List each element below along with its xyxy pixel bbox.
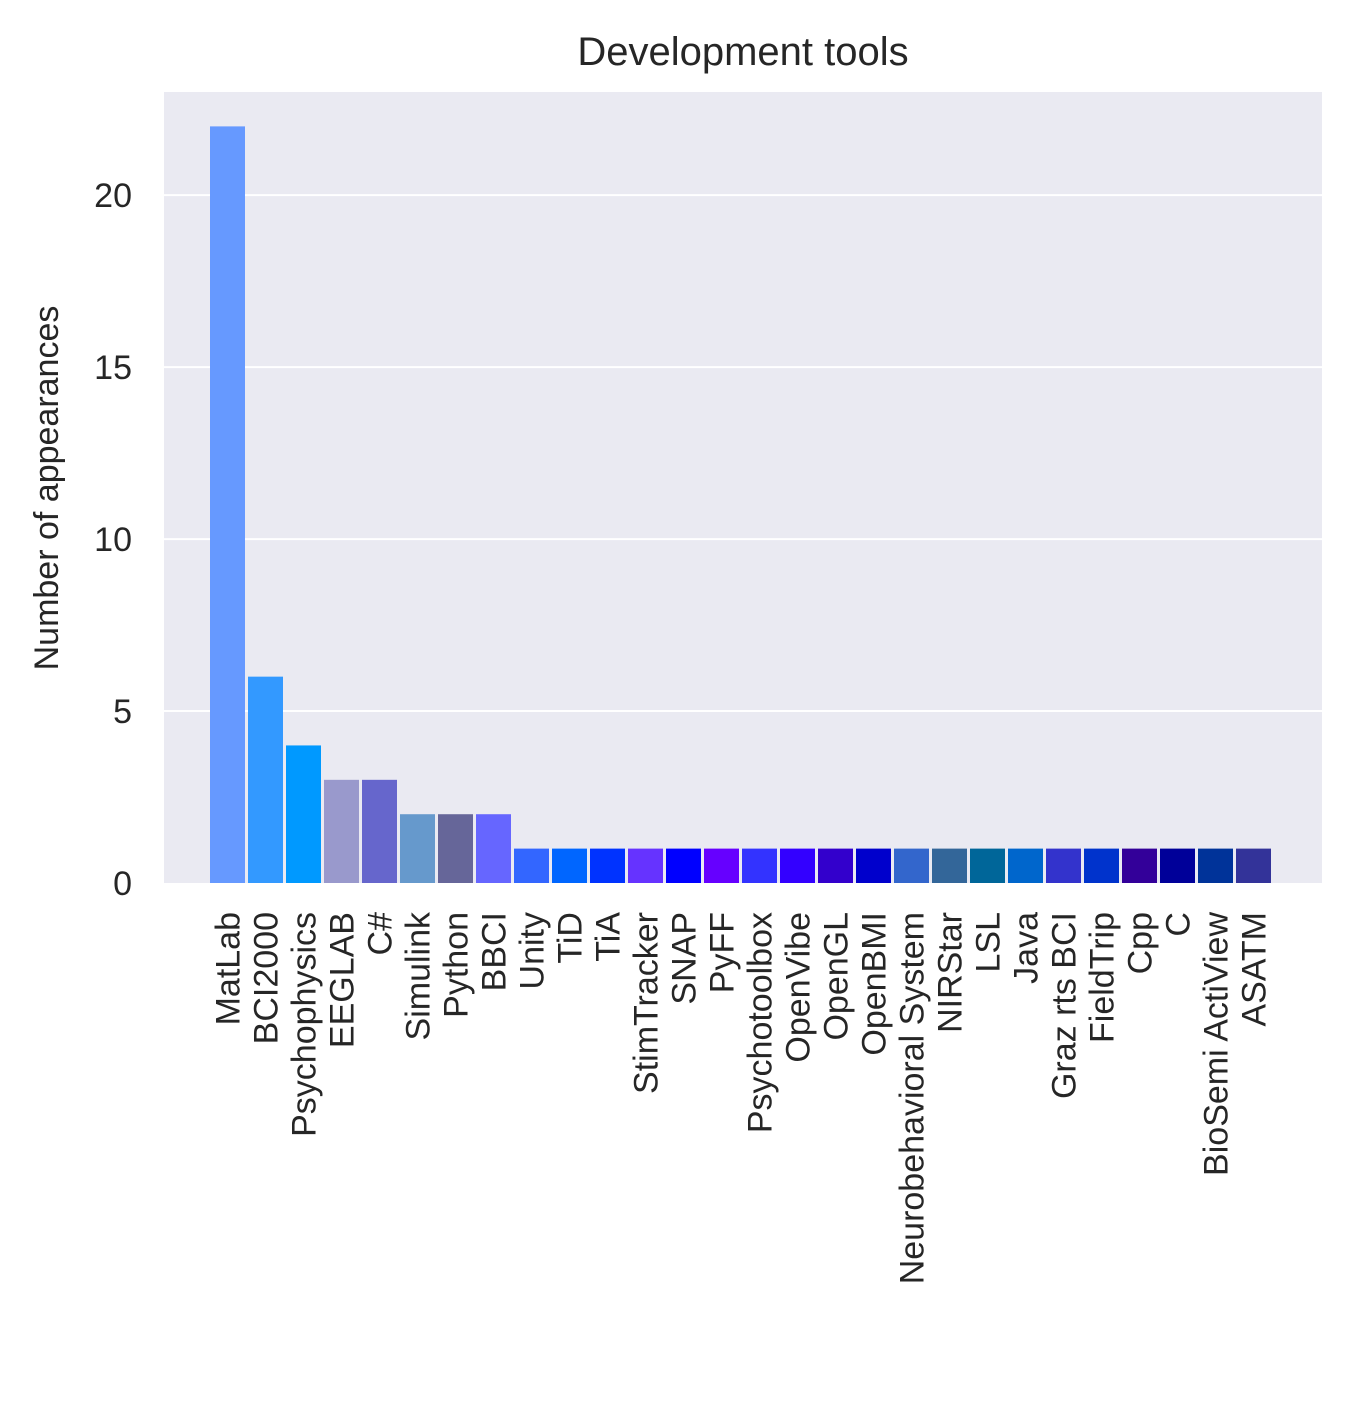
x-tick-label: OpenVibe [780, 912, 818, 1063]
bar-bci2000 [248, 676, 283, 883]
x-tick-label: LSL [970, 912, 1008, 973]
bar-snap [666, 848, 701, 883]
x-tick-label: NIRStar [932, 912, 970, 1033]
y-tick-label: 10 [94, 521, 132, 559]
x-tick-label: OpenBMI [856, 912, 894, 1056]
x-tick-label: C [1160, 912, 1198, 937]
bar-python [438, 814, 473, 883]
y-tick-labels: 0 5 10 15 20 [94, 177, 132, 903]
bar-java [1008, 848, 1043, 883]
y-tick-label: 15 [94, 349, 132, 387]
y-tick-label: 20 [94, 177, 132, 215]
x-tick-label: Psychophysics [286, 912, 324, 1137]
bar-nirstar [932, 848, 967, 883]
y-tick-label: 5 [113, 693, 132, 731]
bar-bbci [476, 814, 511, 883]
x-tick-label: SNAP [666, 912, 704, 1005]
bar-simulink [400, 814, 435, 883]
x-tick-label: ASATM [1236, 912, 1274, 1027]
bar-pyff [704, 848, 739, 883]
bar-cpp [1122, 848, 1157, 883]
x-tick-label: Psychotoolbox [742, 912, 780, 1133]
bar-neurobehavioral-system [894, 848, 929, 883]
bar-openbmi [856, 848, 891, 883]
bar-tid [552, 848, 587, 883]
x-tick-label: Python [438, 912, 476, 1018]
x-tick-label: OpenGL [818, 912, 856, 1041]
x-tick-label: BioSemi ActiView [1198, 912, 1236, 1176]
x-tick-label: FieldTrip [1084, 912, 1122, 1043]
plot-area [164, 92, 1322, 883]
x-tick-label: Unity [514, 912, 552, 989]
x-tick-label: BCI2000 [248, 912, 286, 1044]
bar-matlab [210, 126, 245, 884]
x-tick-label: Neurobehavioral System [894, 912, 932, 1284]
x-tick-label: BBCI [476, 912, 514, 991]
x-tick-label: Simulink [400, 911, 438, 1040]
bar-biosemi-actiview [1198, 848, 1233, 883]
bar-graz-rts-bci [1046, 848, 1081, 883]
x-tick-label: MatLab [210, 912, 248, 1025]
chart-title: Development tools [577, 30, 908, 74]
bar-stimtracker [628, 848, 663, 883]
x-tick-label: TiA [590, 912, 628, 962]
bar-c [1160, 848, 1195, 883]
bars [210, 126, 1271, 884]
bar-opengl [818, 848, 853, 883]
x-tick-label: TiD [552, 912, 590, 964]
gridlines [164, 194, 1322, 713]
bar-psychotoolbox [742, 848, 777, 883]
bar-lsl [970, 848, 1005, 883]
x-tick-label: Cpp [1122, 912, 1160, 974]
x-tick-label: C# [362, 912, 400, 956]
bar-tia [590, 848, 625, 883]
x-tick-label: EEGLAB [324, 912, 362, 1048]
bar-fieldtrip [1084, 848, 1119, 883]
bar-c [362, 779, 397, 883]
x-tick-label: Graz rts BCI [1046, 912, 1084, 1099]
x-tick-labels: MatLab BCI2000 Psychophysics EEGLAB C# Simuli… [210, 911, 1274, 1284]
bar-asatm [1236, 848, 1271, 883]
x-tick-label: PyFF [704, 912, 742, 993]
bar-unity [514, 848, 549, 883]
y-axis-label: Number of appearances [28, 306, 66, 671]
bar-eeglab [324, 779, 359, 883]
x-tick-label: Java [1008, 912, 1046, 984]
x-tick-label: StimTracker [628, 912, 666, 1094]
y-tick-label: 0 [113, 865, 132, 903]
bar-psychophysics [286, 745, 321, 883]
bar-openvibe [780, 848, 815, 883]
